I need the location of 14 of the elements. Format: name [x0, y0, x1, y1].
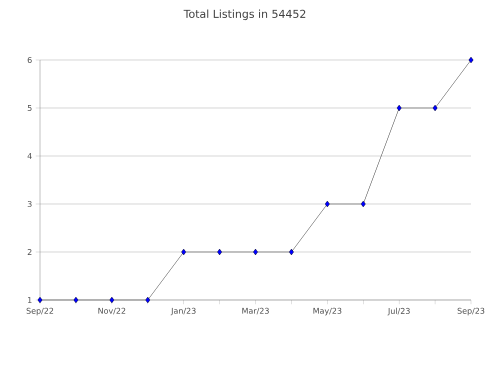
point	[109, 296, 114, 304]
point	[360, 200, 366, 208]
chart-title: Total Listings in 54452	[184, 10, 306, 20]
point	[181, 248, 186, 256]
point	[396, 104, 402, 112]
point	[145, 296, 150, 304]
point	[468, 56, 474, 64]
point	[324, 200, 330, 208]
point	[288, 248, 294, 256]
point	[73, 296, 78, 304]
point	[38, 296, 42, 304]
point	[253, 248, 258, 256]
point	[432, 104, 438, 112]
point	[217, 248, 222, 256]
